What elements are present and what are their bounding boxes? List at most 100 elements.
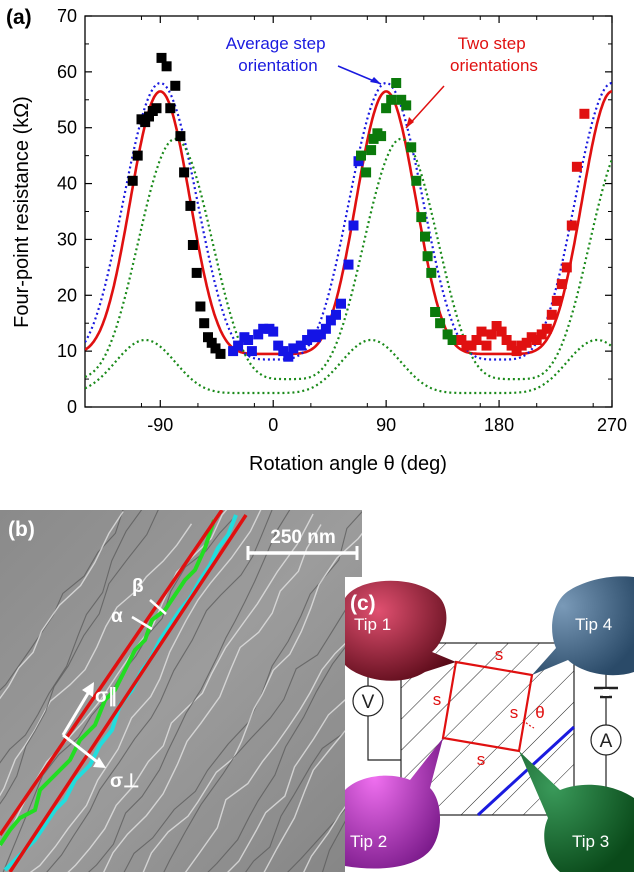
data-point — [556, 279, 567, 290]
data-point — [156, 52, 167, 63]
x-tick-label: 180 — [484, 415, 514, 435]
data-point — [199, 318, 210, 329]
data-point — [195, 301, 206, 312]
sigma-perp-label: σ⊥ — [110, 771, 140, 792]
x-tick-label: -90 — [147, 415, 173, 435]
data-point — [325, 315, 336, 326]
data-point — [521, 337, 532, 348]
data-point — [456, 335, 467, 345]
data-point — [391, 78, 402, 88]
data-point — [243, 335, 254, 345]
data-point — [381, 103, 392, 114]
data-point — [551, 295, 562, 306]
data-point — [406, 142, 417, 153]
sigma-perp-arrow — [62, 733, 101, 766]
data-point — [302, 335, 313, 345]
side-label-right: s — [510, 703, 519, 722]
data-point — [336, 298, 346, 309]
data-point — [541, 323, 552, 334]
alpha-arrow — [131, 615, 153, 631]
data-point — [228, 346, 239, 357]
panel-a-label: (a) — [6, 6, 32, 29]
y-tick-label: 0 — [67, 397, 77, 417]
sem-step-edge — [303, 785, 362, 872]
sem-image — [0, 510, 362, 872]
x-tick-label: 90 — [376, 415, 396, 435]
data-point — [253, 329, 264, 340]
data-point — [185, 200, 196, 211]
data-point — [258, 323, 269, 334]
sem-step-edge — [287, 785, 362, 872]
data-point — [368, 133, 379, 144]
data-point — [175, 131, 186, 142]
sigma-parallel-arrowhead — [82, 682, 94, 697]
data-point — [531, 335, 542, 345]
data-point — [536, 329, 547, 340]
annotation-two-line1: Two step — [458, 34, 526, 53]
angle-arc — [522, 719, 535, 729]
sem-step-edge — [245, 718, 362, 872]
x-axis-label: Rotation angle θ (deg) — [249, 453, 447, 475]
data-point — [386, 94, 397, 105]
data-point — [233, 340, 244, 351]
battery-gap — [603, 689, 609, 696]
sem-step-edge — [29, 510, 262, 872]
data-point — [331, 309, 341, 320]
step-line-left — [0, 510, 224, 836]
data-points — [127, 52, 590, 362]
sem-step-edge — [67, 513, 314, 872]
tip-3-label: Tip 3 — [572, 832, 609, 851]
data-point — [179, 167, 190, 178]
data-point — [486, 329, 497, 340]
panel-c: V A s s s s θ Tip 1 Tip 4 Tip 2 Tip 3 (c… — [345, 576, 634, 872]
step-direction-line — [476, 725, 576, 817]
alpha-label: α — [111, 606, 123, 627]
data-point — [278, 346, 289, 357]
data-point — [501, 335, 512, 345]
annotation-average-line2: orientation — [238, 56, 317, 75]
data-point — [426, 267, 437, 278]
tip-4 — [532, 576, 634, 676]
sem-step-edge — [0, 523, 193, 797]
data-point — [496, 326, 507, 337]
data-point — [506, 340, 517, 351]
sigma-perp-arrowhead — [93, 757, 106, 768]
data-point — [366, 145, 377, 156]
annotation-two-line2: orientations — [450, 56, 538, 75]
data-point — [320, 323, 331, 334]
sem-step-edge — [87, 510, 291, 872]
data-point — [203, 332, 213, 343]
data-point — [273, 340, 284, 351]
data-point — [295, 340, 306, 351]
y-tick-label: 40 — [57, 174, 77, 194]
data-point — [356, 150, 366, 161]
x-tick-label: 0 — [268, 415, 278, 435]
data-point — [442, 329, 453, 340]
sem-step-edge — [0, 510, 124, 691]
sem-step-edge — [263, 706, 362, 872]
annotation-two-arrowhead — [406, 117, 414, 128]
sem-step-edge — [0, 510, 159, 805]
data-point — [416, 212, 427, 223]
data-point — [170, 80, 181, 91]
y-tick-label: 70 — [57, 6, 77, 26]
tip-2-label: Tip 2 — [350, 832, 387, 851]
panel-b: 250 nm β α σ∥ σ⊥ (b) — [0, 510, 362, 872]
sigma-parallel-label: σ∥ — [95, 686, 118, 707]
sem-step-edge — [103, 524, 322, 872]
data-point — [161, 61, 172, 72]
scale-bar-label: 250 nm — [270, 527, 335, 548]
angle-label: θ — [535, 703, 544, 722]
data-point — [476, 326, 487, 337]
data-point — [579, 108, 590, 119]
y-tick-label: 10 — [57, 341, 77, 361]
data-point — [571, 161, 582, 172]
y-tick-label: 30 — [57, 229, 77, 249]
data-point — [151, 103, 162, 114]
panel-c-label: (c) — [350, 592, 376, 615]
data-point — [396, 94, 407, 105]
data-point — [411, 175, 422, 186]
data-point — [210, 343, 221, 354]
data-point — [132, 150, 143, 161]
sigma-parallel-arrow — [61, 689, 92, 736]
